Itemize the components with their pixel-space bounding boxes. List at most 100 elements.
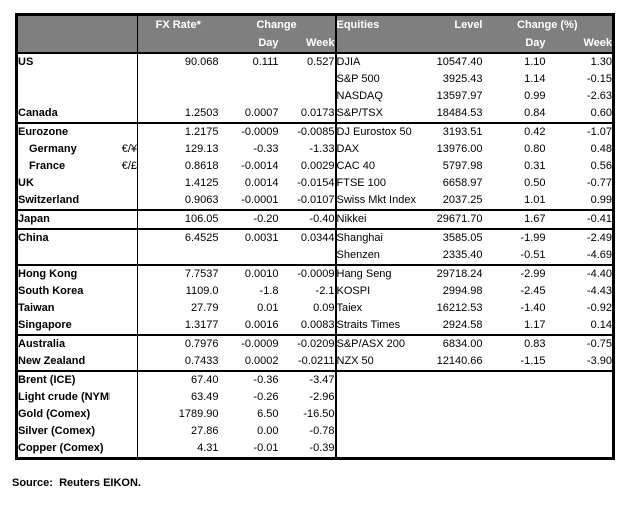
cell-label: Australia (18, 338, 66, 350)
cell-fx-day: -0.0009 (241, 126, 279, 138)
cell-fx-day: 0.111 (252, 56, 279, 68)
cell-eq-day: 1.17 (482, 317, 546, 336)
cell-eq-week: -0.92 (586, 302, 612, 314)
cell-level: 2924.58 (431, 317, 483, 336)
cell-sym (110, 123, 138, 141)
cell-level: 10547.40 (436, 56, 483, 68)
cell-eq: FTSE 100 (334, 175, 432, 192)
cell-eq-week: -3.90 (545, 353, 614, 372)
cell-eq: S&P/ASX 200 (334, 335, 432, 353)
cell-label: UK (18, 177, 34, 189)
cell-fx-day: -0.0009 (241, 338, 279, 350)
cell-eq-day: 1.01 (482, 192, 546, 211)
cell-eq: DAX (334, 141, 432, 158)
cell-sym (109, 105, 138, 124)
cell-fx-week: 0.0173 (278, 105, 336, 124)
cell-fx-day: 0.0007 (218, 105, 279, 124)
cell-fx-week: 0.0029 (300, 160, 335, 172)
cell-eq-day: 0.80 (524, 143, 546, 155)
cell-fx-day (218, 247, 279, 266)
cell-fx-day (219, 71, 279, 88)
cell-eq: Swiss Mkt Index (334, 192, 432, 211)
cell-level: 18484.53 (431, 105, 483, 124)
header-fx-blank (137, 34, 219, 54)
cell-eq: NZX 50 (334, 353, 432, 372)
table-row: US 90.068 0.111 0.527 DJIA 10547.40 1.10 1.30 (17, 53, 614, 71)
cell-fx-week (279, 71, 336, 88)
cell-eq-day: -1.99 (520, 232, 546, 244)
cell-level: 2335.40 (431, 247, 483, 266)
cell-label: Eurozone (18, 126, 69, 138)
cell-fx-week (278, 247, 336, 266)
cell-eq-day: -0.51 (482, 247, 546, 266)
cell-fx-week: 0.0083 (278, 317, 336, 336)
cell-sym (110, 71, 138, 88)
cell-fx-week: -0.39 (309, 442, 335, 454)
table-row: Hong Kong 7.7537 0.0010 -0.0009 Hang Seng 297… (17, 265, 614, 283)
header-row-2: Day Week Day Week (16, 34, 614, 54)
cell-label: China (18, 232, 49, 244)
cell-eq-week (546, 389, 614, 406)
table-row: Switzerland 0.9063 -0.0001 -0.0107 Swiss Mkt… (16, 192, 614, 211)
cell-fx: 4.31 (137, 440, 219, 459)
cell-label: France (29, 160, 66, 172)
table-row: Eurozone 1.2175 -0.0009 -0.0085 DJ Eurostox … (17, 123, 614, 141)
cell-sym (110, 88, 138, 105)
cell-eq-week: 1.30 (590, 56, 612, 68)
cell-eq-day (483, 423, 546, 440)
cell-eq (334, 371, 432, 389)
cell-fx-day: -0.01 (253, 442, 279, 454)
cell-fx-week: 0.09 (313, 302, 335, 314)
cell-level: 29718.24 (436, 268, 483, 280)
table-row: Canada 1.2503 0.0007 0.0173 S&P/TSX 18484.53 0… (16, 105, 614, 124)
cell-fx-day: 0.0002 (218, 353, 279, 372)
cell-eq-day: -1.15 (482, 353, 546, 372)
cell-level (432, 371, 483, 389)
cell-fx: 1789.90 (137, 406, 219, 423)
cell-eq: CAC 40 (334, 158, 432, 175)
cell-level (432, 423, 483, 440)
cell-fx-day: -0.26 (253, 391, 279, 403)
table-row: Silver (Comex) 27.86 0.00 -0.78 (17, 423, 614, 440)
cell-fx-week: -0.40 (278, 210, 336, 230)
cell-eq-day: -2.45 (520, 285, 546, 297)
table-row: S&P 500 3925.43 1.14 -0.15 (17, 71, 614, 88)
cell-level: 5797.98 (442, 160, 483, 172)
header-change: Change (218, 14, 336, 34)
header-day-left: Day (218, 34, 279, 54)
cell-eq-day: -1.40 (520, 302, 546, 314)
cell-fx: 106.05 (137, 210, 219, 230)
cell-label: Singapore (16, 317, 110, 336)
cell-label: Taiwan (18, 302, 55, 314)
cell-eq-week (546, 406, 614, 423)
cell-label: Gold (Comex) (18, 408, 91, 420)
cell-eq-day: 0.99 (524, 90, 546, 102)
cell-fx: 67.40 (137, 371, 219, 389)
cell-label: Switzerland (16, 192, 110, 211)
header-change-pct: Change (%) (482, 14, 614, 34)
cell-fx-day: -0.36 (253, 374, 279, 386)
cell-fx: 63.49 (137, 389, 219, 406)
cell-label (16, 247, 110, 266)
cell-label: US (18, 56, 34, 68)
cell-level: 3925.43 (442, 73, 483, 85)
cell-sym (109, 210, 138, 230)
table-row: South Korea 1109.0 -1.8 -2.1 KOSPI 2994.98 -2.… (17, 283, 614, 300)
cell-fx-day (219, 88, 279, 105)
table-row: NASDAQ 13597.97 0.99 -2.63 (17, 88, 614, 105)
cell-label: Hong Kong (18, 268, 78, 280)
cell-eq-day: 0.42 (524, 126, 546, 138)
cell-fx: 27.79 (137, 300, 219, 317)
cell-fx: 0.9063 (137, 192, 219, 211)
header-week-left: Week (278, 34, 336, 54)
cell-fx: 7.7537 (137, 265, 219, 283)
cell-level (432, 406, 483, 423)
cell-label (17, 88, 110, 105)
table-row: Japan 106.05 -0.20 -0.40 Nikkei 29671.70 1.67-… (16, 210, 614, 230)
cell-label: Canada (16, 105, 110, 124)
cell-level: 3193.51 (442, 126, 483, 138)
cell-sym (110, 389, 138, 406)
cell-eq-day (483, 389, 546, 406)
header-level: Level (431, 14, 483, 34)
